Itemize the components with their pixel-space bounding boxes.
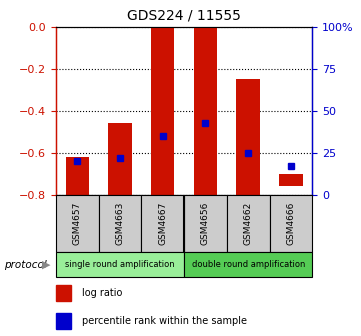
Bar <box>56 195 99 252</box>
Text: protocol: protocol <box>4 260 46 269</box>
Bar <box>236 79 260 199</box>
Bar <box>108 124 132 199</box>
Bar <box>56 285 71 300</box>
Text: GSM4657: GSM4657 <box>73 202 82 245</box>
Bar <box>184 195 227 252</box>
Bar <box>270 195 312 252</box>
Bar <box>151 27 174 199</box>
Title: GDS224 / 11555: GDS224 / 11555 <box>127 9 241 23</box>
Text: GSM4666: GSM4666 <box>286 202 295 245</box>
Bar <box>194 27 217 199</box>
Text: log ratio: log ratio <box>82 288 122 298</box>
Text: single round amplification: single round amplification <box>65 260 175 269</box>
Text: GSM4663: GSM4663 <box>116 202 125 245</box>
Text: GSM4667: GSM4667 <box>158 202 167 245</box>
Bar <box>227 195 270 252</box>
Text: double round amplification: double round amplification <box>191 260 305 269</box>
Bar <box>56 252 184 277</box>
Bar <box>184 252 312 277</box>
Bar <box>279 174 303 186</box>
Bar <box>66 157 89 199</box>
Bar <box>56 313 71 329</box>
Bar <box>142 195 184 252</box>
Text: ▶: ▶ <box>42 260 50 269</box>
Bar <box>99 195 142 252</box>
Text: GSM4662: GSM4662 <box>244 202 253 245</box>
Text: percentile rank within the sample: percentile rank within the sample <box>82 316 247 326</box>
Text: GSM4656: GSM4656 <box>201 202 210 245</box>
